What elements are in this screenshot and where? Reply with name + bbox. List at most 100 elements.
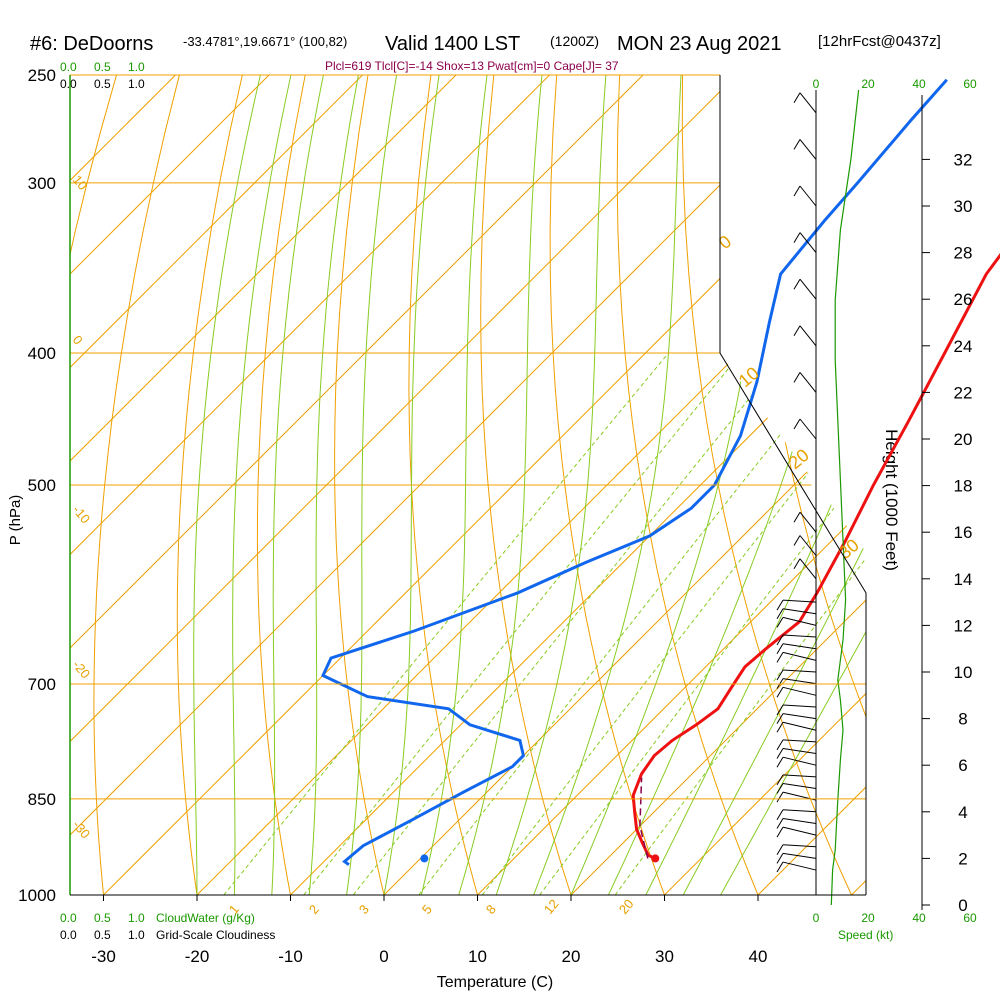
height-tick-label: 24 xyxy=(954,337,973,356)
surface-temperature-marker xyxy=(651,854,660,863)
wind-barb-flag xyxy=(793,418,801,430)
wind-barb xyxy=(799,418,817,440)
wind-barb xyxy=(782,651,817,661)
wind-barb xyxy=(782,817,817,824)
wind-barb xyxy=(782,748,817,755)
wind-barb-flag xyxy=(776,713,784,724)
top-cloudwater-tick-2: 1.0 xyxy=(128,60,145,74)
top-cloudwater-tick-0: 0.0 xyxy=(60,60,77,74)
wind-barb-flag xyxy=(776,853,784,864)
dry-adiabat xyxy=(681,75,852,895)
wind-barb-flag xyxy=(793,185,801,197)
wind-barb xyxy=(799,278,817,300)
dry-adiabat xyxy=(256,75,306,895)
wind-barb-flag xyxy=(776,756,784,768)
wind-barb-flag xyxy=(776,643,784,654)
height-axis-title: Height (1000 Feet) xyxy=(882,429,901,571)
pressure-tick-700: 700 xyxy=(28,675,56,694)
wind-barb xyxy=(782,844,817,848)
wind-barb-flag xyxy=(776,748,784,759)
height-tick-label: 20 xyxy=(954,430,973,449)
isotherm-line xyxy=(70,75,363,895)
wind-barb-flag xyxy=(793,372,801,383)
height-tick-label: 28 xyxy=(954,244,973,263)
wind-barb-flag xyxy=(776,774,784,786)
wind-barb-flag xyxy=(776,669,784,681)
cloudiness-label: Grid-Scale Cloudiness xyxy=(156,928,275,942)
wind-barb-flag xyxy=(793,92,801,104)
isotherm-line xyxy=(70,75,270,895)
pressure-tick-850: 850 xyxy=(28,790,56,809)
wind-barb-flag xyxy=(776,608,784,620)
wind-barb-flag xyxy=(776,818,784,829)
x-tick-label: -10 xyxy=(278,947,303,966)
top-speed-tick-1: 20 xyxy=(861,77,875,91)
speed-label: Speed (kt) xyxy=(838,928,893,942)
top-speed-tick-2: 40 xyxy=(912,77,926,91)
isotherm-line xyxy=(664,75,866,895)
wind-barb-flag xyxy=(776,809,784,821)
wind-barb xyxy=(799,139,817,160)
bottom-cloudiness-tick-0: 0.0 xyxy=(60,928,77,942)
parcel-curve xyxy=(639,777,649,859)
moist-adiabat xyxy=(193,75,261,895)
mixing-ratio-line xyxy=(614,352,866,895)
utc-time: (1200Z) xyxy=(550,33,599,49)
wind-barb xyxy=(782,739,817,743)
pressure-tick-250: 250 xyxy=(28,66,56,85)
height-tick-label: 2 xyxy=(958,849,967,868)
height-tick-label: 4 xyxy=(958,803,967,822)
curve-layer xyxy=(321,78,1000,866)
dewpoint-curve xyxy=(321,78,948,866)
wind-speed-curve xyxy=(830,89,860,906)
wind-barb xyxy=(782,809,817,813)
dry-adiabat xyxy=(549,75,665,895)
moist-adiabat xyxy=(308,75,359,895)
bottom-cloudwater-tick-2: 1.0 xyxy=(128,911,145,925)
wind-barb xyxy=(782,643,817,650)
mixing-ratio-label: 20 xyxy=(616,896,637,917)
pressure-tick-300: 300 xyxy=(28,174,56,193)
wind-barb-flag xyxy=(776,721,784,733)
x-tick-label: 10 xyxy=(468,947,487,966)
right-adiabat-label: 0 xyxy=(715,231,736,253)
wind-barb-flag xyxy=(776,687,784,698)
moist-adiabat xyxy=(495,75,607,895)
top-speed-tick-0: 0 xyxy=(813,77,820,91)
wind-barb xyxy=(799,535,817,556)
moist-adiabat xyxy=(232,75,292,895)
height-tick-label: 10 xyxy=(954,663,973,682)
x-tick-label: 20 xyxy=(562,947,581,966)
station-coords: -33.4781°,19.6671° (100,82) xyxy=(183,34,347,49)
wind-barb xyxy=(782,861,817,871)
wind-barb xyxy=(782,616,817,626)
forecast-run: [12hrFcst@0437z] xyxy=(818,33,941,50)
mixing-ratio-label: 8 xyxy=(483,902,499,917)
wind-barb-flag xyxy=(793,232,801,243)
wind-barb xyxy=(782,599,817,603)
x-tick-label: -20 xyxy=(185,947,210,966)
mixing-ratio-line xyxy=(352,352,787,895)
height-tick-label: 32 xyxy=(954,150,973,169)
wind-barb-flag xyxy=(776,739,784,751)
dry-adiabat xyxy=(480,75,572,895)
dry-adiabat xyxy=(408,75,478,895)
temperature-curve xyxy=(631,253,1000,860)
wind-barb xyxy=(782,774,817,778)
moist-adiabat xyxy=(645,75,866,895)
wind-barb xyxy=(782,686,817,696)
dry-adiabat xyxy=(616,75,759,895)
dry-adiabat-label: -10 xyxy=(70,502,94,526)
wind-barb-flag xyxy=(793,278,801,290)
bottom-speed-tick-0: 0 xyxy=(813,911,820,925)
bottom-cloudiness-tick-1: 0.5 xyxy=(94,928,111,942)
valid-time: Valid 1400 LST xyxy=(385,33,520,55)
wind-barb-flag xyxy=(776,652,784,663)
height-tick-label: 12 xyxy=(954,616,973,635)
x-tick-label: 0 xyxy=(379,947,388,966)
wind-barb-flag xyxy=(776,861,784,873)
top-cloudwater-tick-1: 0.5 xyxy=(94,60,111,74)
wind-barb xyxy=(782,826,817,836)
moist-adiabat xyxy=(346,75,398,895)
